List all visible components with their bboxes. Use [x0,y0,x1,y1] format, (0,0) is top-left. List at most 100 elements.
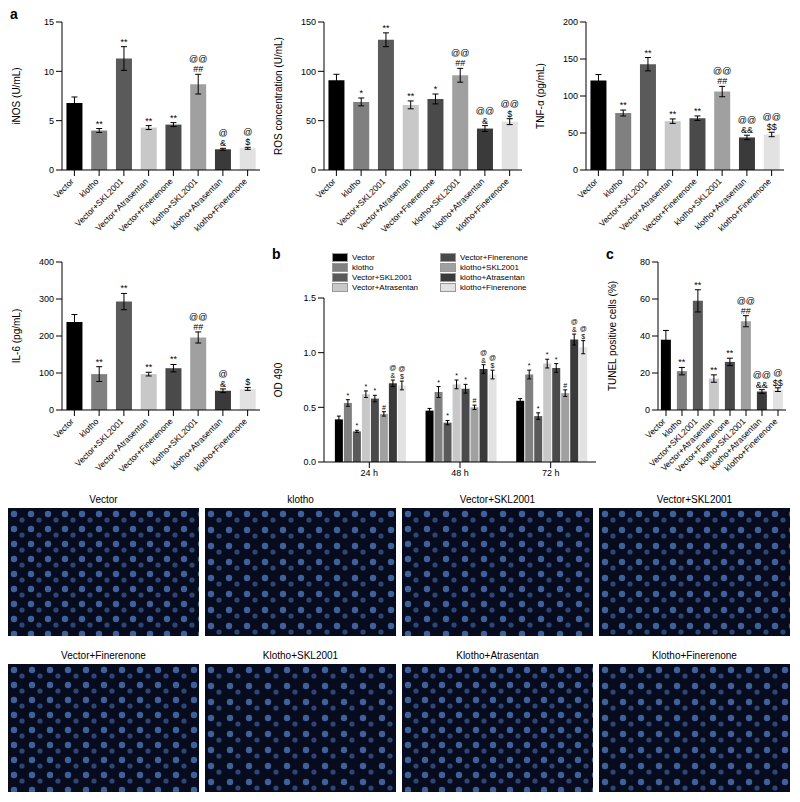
svg-text:$$: $$ [767,122,777,132]
svg-text:*: * [434,84,438,94]
svg-text:0: 0 [49,165,54,175]
svg-text:@@: @@ [713,66,731,76]
svg-text:@@: @@ [451,48,469,58]
svg-text:OD 490: OD 490 [273,362,284,397]
svg-text:100: 100 [301,67,316,77]
svg-text:0.0: 0.0 [303,457,316,467]
svg-text:@: @ [218,369,227,379]
svg-text:0: 0 [49,405,54,415]
svg-text:200: 200 [39,331,54,341]
svg-text:**: ** [678,357,686,367]
svg-text:**: ** [170,354,178,364]
svg-text:##: ## [193,64,203,74]
svg-text:$: $ [245,137,250,147]
svg-text:$: $ [245,377,250,387]
svg-text:10: 10 [44,67,54,77]
svg-text:&: & [391,372,396,379]
svg-text:60: 60 [640,294,650,304]
svg-text:$: $ [400,373,404,380]
svg-text:klotho+Finerenone: klotho+Finerenone [192,176,249,233]
svg-text:**: ** [96,357,104,367]
svg-text:400: 400 [39,257,54,267]
svg-text:TUNEL positive cells (%): TUNEL positive cells (%) [607,281,618,391]
svg-text:**: ** [644,48,652,58]
svg-text:@@: @@ [501,99,519,109]
svg-text:IL-6 (pg/mL): IL-6 (pg/mL) [11,309,22,363]
svg-text:@@: @@ [763,112,781,122]
svg-text:*: * [359,88,363,98]
svg-text:@: @ [480,349,487,356]
svg-text:**: ** [710,365,718,375]
svg-text:0.5: 0.5 [303,403,316,413]
svg-text:0: 0 [573,165,578,175]
svg-text:klotho+Finerenone: klotho+Finerenone [192,416,249,473]
svg-text:1.0: 1.0 [303,348,316,358]
svg-text:@@: @@ [189,312,207,322]
svg-text:@: @ [489,354,496,361]
svg-text:$: $ [507,109,512,119]
svg-text:**: ** [170,113,178,123]
svg-text:@: @ [571,318,578,325]
svg-text:1.5: 1.5 [303,293,316,303]
svg-text:**: ** [382,23,390,33]
svg-text:&: & [572,326,577,333]
svg-text:@@: @@ [753,370,771,380]
svg-text:##: ## [455,58,465,68]
svg-text:20: 20 [640,368,650,378]
svg-text:@: @ [243,127,252,137]
svg-text:@: @ [773,368,782,378]
svg-text:150: 150 [301,17,316,27]
svg-text:**: ** [145,116,153,126]
svg-text:300: 300 [39,294,54,304]
svg-text:*: * [437,379,440,386]
svg-text:Vector: Vector [576,176,600,200]
svg-text:0: 0 [311,165,316,175]
svg-text:**: ** [726,348,734,358]
svg-text:$: $ [491,362,495,369]
svg-text:**: ** [694,106,702,116]
svg-text:100: 100 [39,368,54,378]
svg-text:24 h: 24 h [361,468,379,478]
svg-text:*: * [365,383,368,390]
svg-text:**: ** [120,37,128,47]
svg-text:##: ## [193,322,203,332]
svg-text:*: * [555,356,558,363]
svg-text:iNOS (U/mL): iNOS (U/mL) [11,67,22,124]
svg-text:@@: @@ [476,106,494,116]
svg-text:&&: && [756,380,768,390]
svg-text:klotho+Finerenone: klotho+Finerenone [722,416,779,473]
svg-text:@@: @@ [189,54,207,64]
svg-text:*: * [464,376,467,383]
svg-text:$$: $$ [773,378,783,388]
svg-text:40: 40 [640,331,650,341]
svg-text:@: @ [398,365,405,372]
svg-text:48 h: 48 h [451,468,469,478]
svg-text:**: ** [669,109,677,119]
svg-text:**: ** [620,100,628,110]
svg-text:Vector: Vector [52,176,76,200]
svg-text:klotho+Finerenone: klotho+Finerenone [454,176,511,233]
svg-text:&: & [482,116,488,126]
svg-text:100: 100 [563,91,578,101]
svg-text:*: * [374,387,377,394]
svg-text:klotho+Finerenone: klotho+Finerenone [716,176,773,233]
svg-text:72 h: 72 h [542,468,560,478]
svg-text:80: 80 [640,257,650,267]
svg-text:*: * [528,362,531,369]
svg-text:50: 50 [306,116,316,126]
svg-text:@: @ [389,364,396,371]
svg-text:**: ** [407,91,415,101]
svg-text:**: ** [96,119,104,129]
svg-text:@@: @@ [738,115,756,125]
svg-text:&: & [481,357,486,364]
svg-text:*: * [455,372,458,379]
svg-text:@: @ [580,325,587,332]
svg-text:Vector: Vector [314,176,338,200]
svg-text:50: 50 [568,128,578,138]
svg-text:#: # [382,404,386,411]
svg-text:&: & [220,138,226,148]
svg-text:##: ## [741,306,751,316]
svg-text:*: * [537,405,540,412]
svg-text:200: 200 [563,17,578,27]
svg-text:5: 5 [49,116,54,126]
